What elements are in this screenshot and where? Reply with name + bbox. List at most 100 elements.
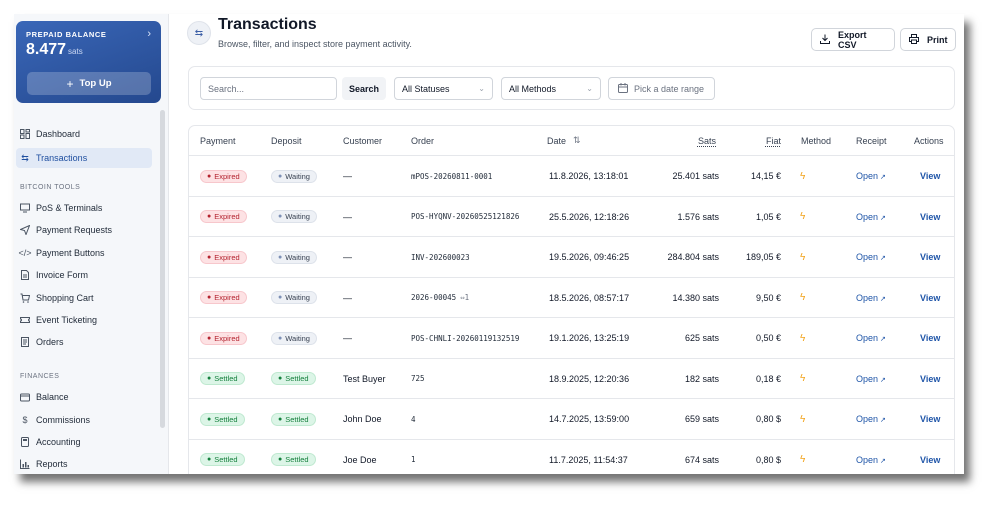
date-cell: 18.5.2026, 08:57:17 bbox=[549, 292, 630, 303]
external-link-icon: ↗ bbox=[880, 255, 886, 262]
sidebar-item-label: Payment Requests bbox=[36, 225, 113, 235]
date-cell: 11.8.2026, 13:18:01 bbox=[549, 171, 629, 181]
calculator-icon bbox=[20, 437, 30, 447]
payment-status-badge: ● Expired bbox=[200, 169, 247, 183]
status-dot-icon: ● bbox=[278, 213, 283, 220]
receipt-open-link[interactable]: Open ↗ bbox=[856, 171, 886, 181]
code-icon: </> bbox=[18, 248, 32, 258]
column-header-date[interactable]: Date ⇅ bbox=[547, 126, 581, 155]
status-dot-icon: ● bbox=[278, 375, 283, 382]
date-cell: 11.7.2025, 11:54:37 bbox=[549, 454, 628, 465]
receipt-open-link[interactable]: Open ↗ bbox=[856, 374, 886, 384]
receipt-open-link[interactable]: Open ↗ bbox=[856, 414, 886, 424]
column-header-method: Method bbox=[801, 135, 832, 146]
method-cell: ϟ bbox=[800, 399, 805, 439]
payment-status-cell: ● Expired bbox=[200, 278, 247, 318]
sidebar-item-orders[interactable]: Orders bbox=[16, 332, 152, 352]
fiat-cell: 9,50 € bbox=[755, 292, 781, 303]
sidebar-item-label: Reports bbox=[36, 459, 68, 469]
lightning-icon: ϟ bbox=[800, 332, 806, 344]
table-row[interactable]: ● Expired ● Waiting — mPOS-20260811-0001 11.8.… bbox=[189, 155, 954, 196]
prepaid-balance-card[interactable]: PREPAID BALANCE › 8.477 sats + Top Up bbox=[16, 21, 161, 103]
receipt-open-link[interactable]: Open ↗ bbox=[856, 212, 886, 222]
balance-unit: sats bbox=[68, 47, 83, 56]
payment-status-label: Expired bbox=[214, 333, 240, 343]
receipt-open-link[interactable]: Open ↗ bbox=[856, 333, 886, 343]
table-row[interactable]: ● Settled ● Settled Test Buyer 725 18.9.2025, … bbox=[189, 357, 954, 399]
view-button[interactable]: View bbox=[920, 454, 941, 465]
send-icon bbox=[20, 225, 30, 235]
view-button[interactable]: View bbox=[920, 414, 941, 424]
receipt-cell: Open ↗ bbox=[856, 197, 886, 237]
payment-status-label: Expired bbox=[214, 212, 240, 221]
top-up-label: Top Up bbox=[79, 78, 112, 89]
order-cell: 2026-00045 ⇔1 bbox=[411, 278, 469, 318]
chevron-right-icon[interactable]: › bbox=[147, 28, 151, 40]
payment-status-badge: ● Expired bbox=[200, 250, 247, 264]
deposit-status-cell: ● Settled bbox=[271, 440, 316, 475]
sidebar-item-payment-requests[interactable]: Payment Requests bbox=[16, 220, 152, 240]
external-link-icon: ↗ bbox=[880, 376, 886, 384]
order-id: mPOS-20260811-0001 bbox=[411, 171, 493, 181]
transactions-icon: ⇆ bbox=[21, 152, 29, 163]
customer-cell: Test Buyer bbox=[343, 373, 386, 384]
lightning-icon: ϟ bbox=[800, 373, 806, 384]
document-icon bbox=[20, 270, 30, 280]
order-cell: 1 bbox=[411, 440, 420, 475]
top-up-button[interactable]: + Top Up bbox=[27, 72, 151, 95]
sidebar-item-shopping-cart[interactable]: Shopping Cart bbox=[16, 288, 152, 308]
customer-cell: — bbox=[343, 252, 352, 262]
sidebar-item-reports[interactable]: Reports bbox=[16, 454, 152, 474]
column-header-deposit: Deposit bbox=[271, 135, 302, 146]
table-row[interactable]: ● Settled ● Settled Joe Doe 1 11.7.2025, 11:54… bbox=[189, 438, 954, 475]
receipt-open-link[interactable]: Open ↗ bbox=[856, 252, 886, 262]
order-link-badge[interactable]: ⇔1 bbox=[460, 293, 470, 302]
deposit-status-label: Waiting bbox=[285, 171, 310, 181]
receipt-open-link[interactable]: Open ↗ bbox=[856, 293, 886, 303]
view-button[interactable]: View bbox=[920, 171, 941, 181]
table-row[interactable]: ● Settled ● Settled John Doe 4 14.7.2025, 13:5… bbox=[189, 398, 954, 439]
sidebar-scrollbar[interactable] bbox=[160, 110, 165, 428]
export-csv-button[interactable]: Export CSV bbox=[811, 28, 895, 51]
sidebar-item-transactions[interactable]: ⇆ Transactions bbox=[16, 148, 152, 168]
print-button[interactable]: Print bbox=[900, 28, 956, 51]
sidebar-item-accounting[interactable]: Accounting bbox=[16, 432, 152, 452]
sidebar-item-balance[interactable]: Balance bbox=[16, 387, 152, 407]
table-row[interactable]: ● Expired ● Waiting — POS-CHNLI-2026011913251… bbox=[189, 317, 954, 358]
sidebar-item-event-ticketing[interactable]: Event Ticketing bbox=[16, 310, 152, 330]
view-button[interactable]: View bbox=[920, 373, 941, 384]
method-select[interactable]: All Methods ⌄ bbox=[501, 77, 601, 100]
deposit-status-cell: ● Settled bbox=[271, 359, 316, 399]
status-select[interactable]: All Statuses ⌄ bbox=[394, 77, 493, 100]
column-header-sats[interactable]: Sats bbox=[697, 135, 716, 146]
search-button[interactable]: Search bbox=[342, 77, 386, 100]
table-row[interactable]: ● Expired ● Waiting — INV-202600023 19.5.2026,… bbox=[189, 236, 954, 277]
deposit-status-label: Waiting bbox=[285, 212, 310, 221]
view-button[interactable]: View bbox=[920, 211, 941, 222]
sort-icon[interactable]: ⇅ bbox=[573, 135, 581, 145]
sidebar-item-dashboard[interactable]: Dashboard bbox=[16, 124, 152, 144]
sidebar-item-payment-buttons[interactable]: </> Payment Buttons bbox=[16, 243, 152, 263]
deposit-status-badge: ● Settled bbox=[271, 412, 316, 426]
date-range-picker[interactable]: Pick a date range bbox=[608, 77, 715, 100]
receipt-open-link[interactable]: Open ↗ bbox=[856, 455, 886, 465]
payment-status-cell: ● Expired bbox=[200, 318, 247, 358]
order-cell: POS-HYQNV-20260525121826 bbox=[411, 197, 523, 237]
app-window: PREPAID BALANCE › 8.477 sats + Top Up Das… bbox=[14, 14, 964, 474]
view-button[interactable]: View bbox=[920, 252, 941, 262]
status-dot-icon: ● bbox=[207, 213, 212, 220]
view-button[interactable]: View bbox=[920, 333, 941, 343]
sidebar-item-invoice-form[interactable]: Invoice Form bbox=[16, 265, 152, 285]
transactions-icon-button[interactable]: ⇆ bbox=[187, 21, 211, 45]
actions-cell: View bbox=[920, 399, 940, 439]
sidebar-item-pos-terminals[interactable]: PoS & Terminals bbox=[16, 198, 152, 218]
table-row[interactable]: ● Expired ● Waiting — POS-HYQNV-2026052512182… bbox=[189, 195, 954, 237]
sidebar-item-commissions[interactable]: $ Commissions bbox=[16, 410, 152, 430]
fiat-cell: 0,80 $ bbox=[755, 454, 781, 465]
table-row[interactable]: ● Expired ● Waiting —2026-00045 ⇔1 18.5.2026, … bbox=[189, 276, 954, 318]
search-input[interactable] bbox=[200, 77, 337, 100]
method-cell: ϟ bbox=[800, 359, 805, 399]
customer-cell: — bbox=[343, 292, 352, 303]
column-header-fiat[interactable]: Fiat bbox=[765, 135, 781, 146]
view-button[interactable]: View bbox=[920, 292, 941, 303]
